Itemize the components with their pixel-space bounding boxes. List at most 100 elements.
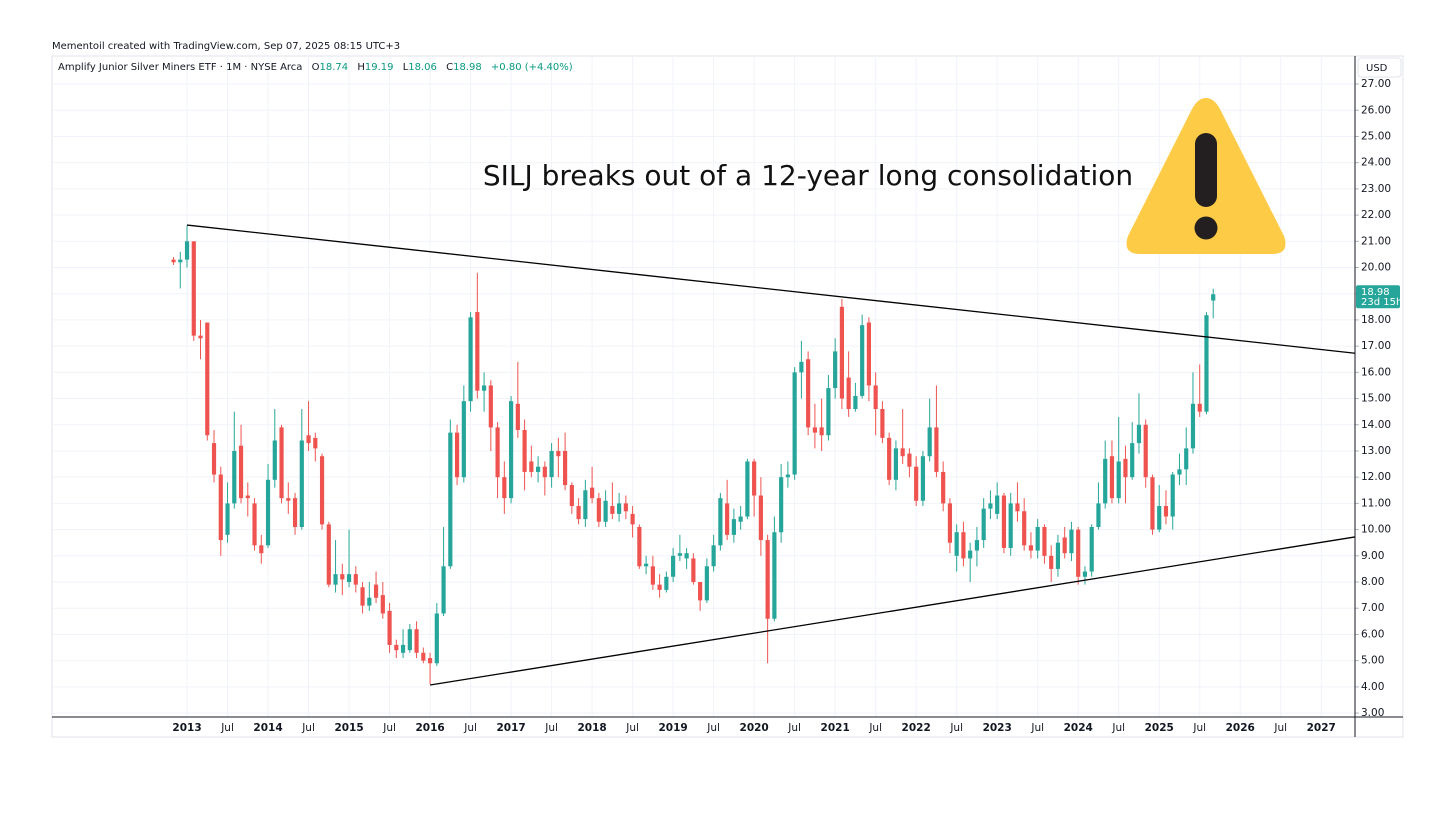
currency[interactable]: USD (1366, 63, 1388, 74)
candle-body (1015, 503, 1020, 512)
candle-body (495, 427, 500, 478)
candle-body (326, 524, 331, 585)
candle-body (360, 587, 365, 606)
candle-body (529, 461, 534, 472)
candle-body (178, 259, 183, 263)
candle-body (1069, 529, 1074, 554)
candle-body (893, 448, 899, 480)
y-tick-label: 25.00 (1361, 130, 1391, 142)
candle-body (819, 427, 824, 436)
y-tick-label: 8.00 (1361, 576, 1384, 588)
candle-body (1184, 448, 1189, 470)
candle-body (400, 644, 406, 653)
candle-body (1089, 526, 1094, 572)
legend-value: 18.74 (320, 62, 349, 73)
candle-body (833, 351, 838, 389)
candle-body (1190, 403, 1196, 449)
candle-body (454, 432, 460, 478)
price-tag-value: 18.98 (1361, 287, 1390, 298)
candle-body (900, 448, 905, 457)
candle-body (941, 471, 946, 504)
candle-body (1130, 443, 1135, 478)
x-tick-label: Jul (382, 722, 396, 734)
y-tick-label: 17.00 (1361, 340, 1391, 352)
x-tick-label: Jul (1273, 722, 1287, 734)
candle-body (576, 506, 581, 520)
candle-body (434, 613, 439, 664)
candle-body (1035, 526, 1040, 551)
x-tick-label: Jul (706, 722, 720, 734)
candle-body (1022, 511, 1027, 546)
candle-body (387, 610, 392, 645)
candle-body (218, 474, 223, 541)
trendline (186, 224, 1356, 354)
candle-body (502, 477, 507, 499)
x-tick-label: 2022 (902, 722, 931, 734)
y-tick-label: 4.00 (1361, 681, 1384, 693)
legend-value: 19.19 (365, 62, 394, 73)
candle-body (637, 526, 642, 567)
candle-body (1211, 294, 1216, 301)
candle-body (947, 503, 953, 543)
y-tick-label: 15.00 (1361, 393, 1391, 405)
candle-body (738, 516, 743, 522)
y-tick-label: 5.00 (1361, 655, 1384, 667)
candle-body (1116, 461, 1121, 499)
candle-body (1082, 571, 1088, 577)
candle-body (731, 519, 736, 535)
currency-box[interactable] (1357, 57, 1402, 78)
candle-body (340, 574, 345, 580)
x-tick-label: 2021 (821, 722, 850, 734)
candle-body (299, 440, 304, 527)
candle-body (232, 450, 237, 504)
candle-body (812, 427, 817, 433)
candle-body (1049, 555, 1054, 569)
candle-body (373, 584, 379, 598)
candle-body (785, 474, 790, 478)
candle-body (346, 574, 352, 583)
candle-body (1103, 458, 1108, 504)
candle-body (292, 498, 298, 527)
candle-body (826, 388, 831, 436)
header: Mementoil created with TradingView.com, … (52, 41, 400, 52)
x-tick-label: 2026 (1226, 722, 1255, 734)
candle-body (515, 403, 520, 431)
y-tick-label: 27.00 (1361, 78, 1391, 90)
candle-body (225, 503, 230, 535)
warning-icon (1126, 98, 1286, 254)
candle-body (1109, 456, 1115, 499)
x-tick-label: Jul (544, 722, 558, 734)
legend-key: O (312, 62, 320, 73)
candle-body (583, 490, 588, 520)
candle-body (954, 532, 959, 556)
candle-body (563, 450, 568, 486)
x-tick-label: Jul (463, 722, 477, 734)
candle-body (1062, 537, 1067, 554)
y-tick-label: 3.00 (1361, 707, 1384, 719)
x-tick-label: Jul (625, 722, 639, 734)
candle-body (441, 566, 446, 614)
candle-body (1001, 495, 1007, 548)
candle-body (380, 595, 385, 614)
candle-body (1042, 526, 1047, 556)
y-tick-label: 21.00 (1361, 235, 1391, 247)
candle-body (752, 461, 757, 496)
x-tick-label: Jul (787, 722, 801, 734)
candle-body (596, 498, 601, 522)
y-tick-label: 24.00 (1361, 157, 1391, 169)
y-tick-label: 23.00 (1361, 183, 1391, 195)
y-tick-label: 11.00 (1361, 497, 1391, 509)
candle-body (745, 461, 750, 517)
candle-body (961, 532, 966, 559)
candle-body (549, 450, 554, 478)
x-tick-label: Jul (1192, 722, 1206, 734)
candle-body (887, 437, 892, 480)
candle-body (711, 545, 716, 567)
candle-body (198, 335, 203, 339)
y-tick-label: 13.00 (1361, 445, 1391, 457)
candle-body (448, 432, 453, 567)
candle-body (799, 361, 804, 373)
candle-body (1136, 424, 1142, 444)
candle-body (914, 466, 919, 501)
y-tick-label: 20.00 (1361, 262, 1391, 274)
